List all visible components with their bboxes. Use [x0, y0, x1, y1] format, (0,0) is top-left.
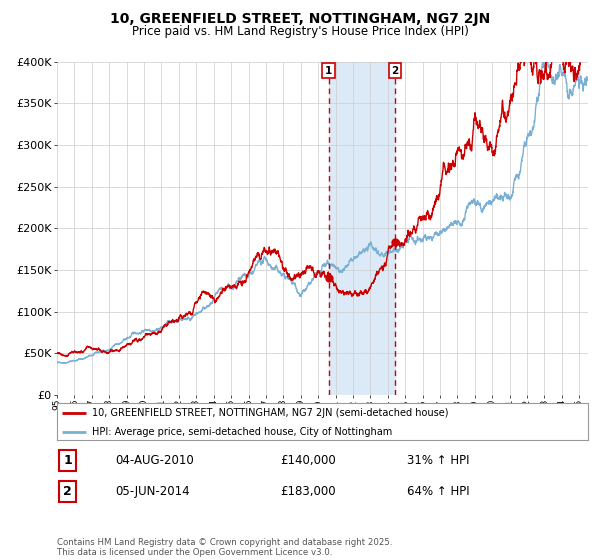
Text: Contains HM Land Registry data © Crown copyright and database right 2025.
This d: Contains HM Land Registry data © Crown c… [57, 538, 392, 557]
Bar [329, 62, 395, 395]
Text: 1: 1 [63, 454, 72, 467]
Text: 05-JUN-2014: 05-JUN-2014 [115, 485, 190, 498]
Text: 10, GREENFIELD STREET, NOTTINGHAM, NG7 2JN: 10, GREENFIELD STREET, NOTTINGHAM, NG7 2… [110, 12, 490, 26]
Text: 64% ↑ HPI: 64% ↑ HPI [407, 485, 470, 498]
Text: £140,000: £140,000 [280, 454, 336, 467]
Text: 1: 1 [325, 66, 332, 76]
Text: 2: 2 [391, 66, 399, 76]
Text: Price paid vs. HM Land Registry's House Price Index (HPI): Price paid vs. HM Land Registry's House … [131, 25, 469, 38]
Text: HPI: Average price, semi-detached house, City of Nottingham: HPI: Average price, semi-detached house,… [92, 427, 392, 437]
Text: £183,000: £183,000 [280, 485, 335, 498]
Text: 2: 2 [63, 485, 72, 498]
Text: 10, GREENFIELD STREET, NOTTINGHAM, NG7 2JN (semi-detached house): 10, GREENFIELD STREET, NOTTINGHAM, NG7 2… [92, 408, 448, 418]
Text: 04-AUG-2010: 04-AUG-2010 [115, 454, 194, 467]
Text: 31% ↑ HPI: 31% ↑ HPI [407, 454, 470, 467]
